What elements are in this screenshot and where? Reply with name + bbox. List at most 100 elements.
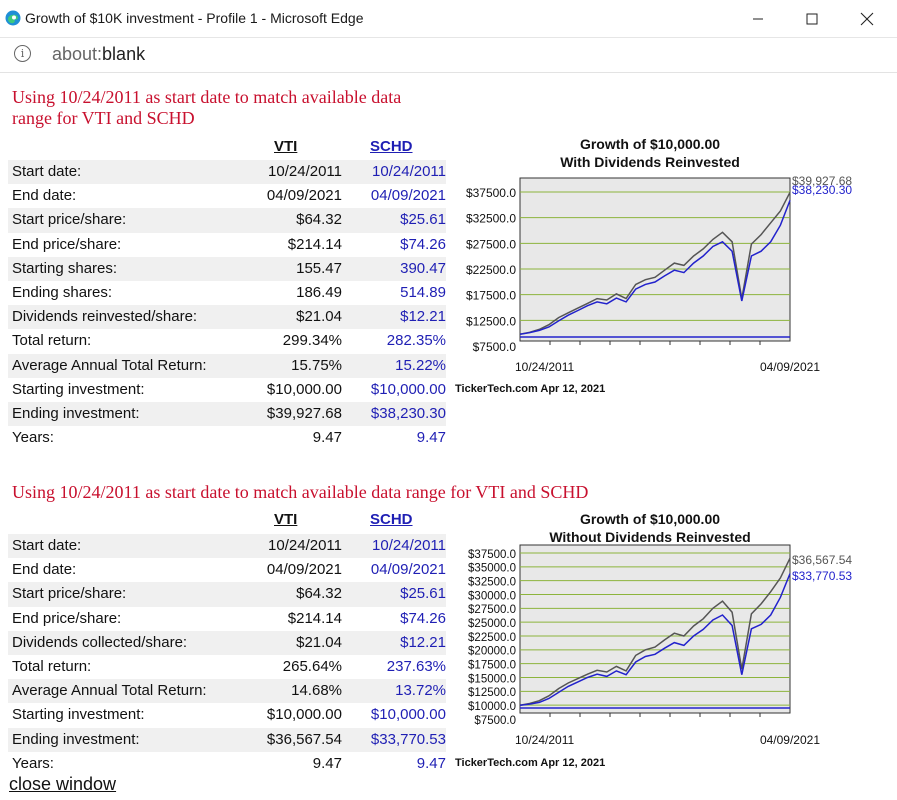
note-line-1: Using 10/24/2011 as start date to match …: [12, 87, 402, 107]
vti-value: $10,000.00: [266, 380, 342, 398]
y-tick-label: $17500.0: [468, 659, 516, 671]
address-bar[interactable]: i about:blank: [0, 38, 897, 73]
schd-value: 13.72%: [395, 682, 446, 700]
url-text[interactable]: about:blank: [52, 44, 146, 64]
y-tick-label: $30000.0: [468, 590, 516, 602]
table-row: Average Annual Total Return: 15.75% 15.22%: [8, 353, 446, 378]
minimize-button[interactable]: [735, 0, 781, 37]
vti-value: 04/09/2021: [266, 561, 342, 579]
minimize-icon: [753, 18, 763, 19]
y-tick-label: $37500.0: [466, 186, 516, 200]
schd-value: 9.47: [416, 429, 446, 447]
table-row: Total return: 265.64% 237.63%: [8, 655, 446, 679]
close-icon: [860, 12, 874, 25]
end-value-label: $38,230.30: [792, 183, 852, 197]
y-tick-label: $22500.0: [466, 263, 516, 277]
table-row: Years: 9.47 9.47: [8, 426, 446, 450]
close-button[interactable]: [844, 0, 890, 37]
window-title: Growth of $10K investment - Profile 1 - …: [25, 10, 364, 26]
table-row: End price/share: $214.14 $74.26: [8, 233, 446, 257]
schd-value: 514.89: [400, 283, 446, 301]
schd-value: $74.26: [400, 235, 446, 253]
table-row: Total return: 299.34% 282.35%: [8, 329, 446, 353]
y-tick-label: $20000.0: [468, 646, 516, 658]
maximize-button[interactable]: [789, 0, 835, 37]
schd-value: 390.47: [400, 259, 446, 277]
y-tick-label: $25000.0: [468, 618, 516, 630]
y-tick-label: $32500.0: [468, 576, 516, 588]
y-tick-label: $7500.0: [473, 340, 517, 354]
table-row: Ending investment: $36,567.54 $33,770.53: [8, 727, 446, 752]
series-line-vti: [519, 557, 791, 706]
edge-icon: [5, 10, 21, 26]
y-tick-label: $22500.0: [468, 632, 516, 644]
vti-value: $39,927.68: [266, 404, 342, 422]
row-label: Ending shares:: [12, 283, 113, 301]
vti-value: $36,567.54: [266, 730, 342, 748]
chart-title: Growth of $10,000.00: [580, 511, 720, 527]
vti-value: 15.75%: [291, 356, 342, 374]
vti-header[interactable]: VTI: [274, 138, 298, 155]
schd-value: $25.61: [400, 585, 446, 603]
table-row: Start date: 10/24/2011 10/24/2011: [8, 534, 446, 559]
row-label: Ending investment:: [12, 730, 140, 748]
table-row: Dividends reinvested/share: $21.04 $12.21: [8, 305, 446, 330]
vti-value: 155.47: [296, 259, 342, 277]
row-label: Ending investment:: [12, 404, 140, 422]
row-label: Start date:: [12, 163, 82, 180]
schd-value: 237.63%: [386, 657, 446, 675]
series-line-schd: [519, 200, 791, 335]
schd-value: 282.35%: [386, 332, 446, 350]
chart-footer: TickerTech.com Apr 12, 2021: [455, 383, 605, 395]
table-row: End date: 04/09/2021 04/09/2021: [8, 558, 446, 582]
chart-subtitle: With Dividends Reinvested: [560, 154, 740, 170]
row-label: Start date:: [12, 537, 82, 554]
series-line-schd: [519, 573, 791, 706]
schd-value: $25.61: [400, 211, 446, 229]
table-row: End date: 04/09/2021 04/09/2021: [8, 184, 446, 208]
vti-value: $64.32: [296, 585, 342, 603]
note-line-2: range for VTI and SCHD: [12, 108, 195, 128]
row-label: Starting investment:: [12, 706, 145, 724]
table-row: Start price/share: $64.32 $25.61: [8, 582, 446, 607]
row-label: Total return:: [12, 332, 92, 350]
row-label: End price/share:: [12, 609, 122, 627]
table-row: Average Annual Total Return: 14.68% 13.72%: [8, 679, 446, 704]
vti-value: 10/24/2011: [268, 537, 342, 554]
vti-value: $10,000.00: [266, 706, 342, 724]
schd-header[interactable]: SCHD: [370, 138, 413, 155]
y-tick-label: $37500.0: [468, 549, 516, 561]
end-value-label: $33,770.53: [792, 569, 852, 583]
table-row: End price/share: $214.14 $74.26: [8, 607, 446, 631]
row-label: Starting shares:: [12, 259, 118, 277]
vti-value: 10/24/2011: [268, 163, 342, 180]
y-tick-label: $7500.0: [474, 715, 516, 727]
y-tick-label: $12500.0: [466, 314, 516, 328]
row-label: Average Annual Total Return:: [12, 356, 207, 374]
date-range-note-2: Using 10/24/2011 as start date to match …: [12, 482, 589, 502]
schd-value: 10/24/2011: [372, 163, 446, 180]
row-label: Start price/share:: [12, 211, 127, 229]
row-label: Years:: [12, 754, 54, 772]
y-tick-label: $17500.0: [466, 289, 516, 303]
row-label: Average Annual Total Return:: [12, 682, 207, 700]
end-value-label: $39,927.68: [792, 174, 852, 188]
stats-table-collected: Start date: 10/24/2011 10/24/2011 End date:…: [8, 534, 446, 776]
end-value-label: $36,567.54: [792, 553, 852, 567]
schd-header-2[interactable]: SCHD: [370, 511, 413, 528]
vti-value: 04/09/2021: [266, 187, 342, 205]
schd-value: $38,230.30: [370, 404, 446, 422]
close-window-link[interactable]: close window: [9, 774, 117, 794]
table-row: Starting shares: 155.47 390.47: [8, 256, 446, 281]
row-label: End date:: [12, 187, 77, 205]
schd-value: 9.47: [416, 754, 446, 772]
row-label: End price/share:: [12, 235, 122, 253]
vti-value: $21.04: [296, 308, 342, 326]
schd-value: 04/09/2021: [370, 561, 446, 579]
vti-value: 299.34%: [282, 332, 342, 350]
table-row: Starting investment: $10,000.00 $10,000.00: [8, 378, 446, 402]
schd-value: 15.22%: [395, 356, 446, 374]
vti-header-2[interactable]: VTI: [274, 511, 298, 528]
info-icon[interactable]: i: [14, 45, 31, 62]
schd-value: $33,770.53: [370, 730, 446, 748]
